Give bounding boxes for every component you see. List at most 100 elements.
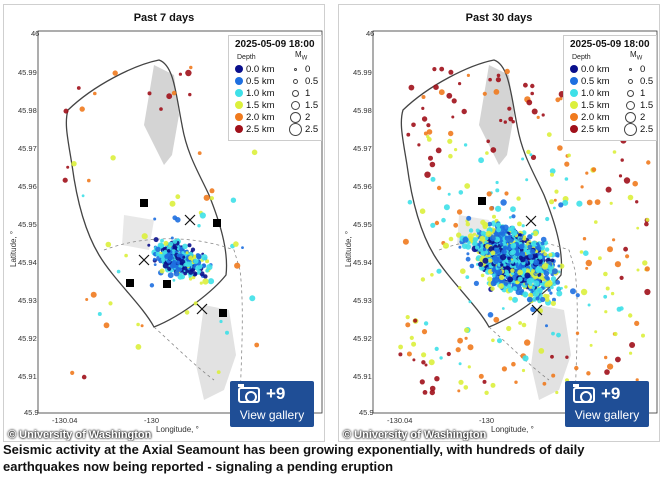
legend-depth-3: 1.5 km bbox=[235, 100, 275, 111]
earthquake-dot bbox=[421, 329, 428, 335]
legend-mw-label: 2.5 bbox=[305, 124, 319, 135]
legend-depth-0: 0.0 km bbox=[570, 64, 610, 75]
earthquake-dot bbox=[196, 253, 202, 260]
earthquake-dot bbox=[112, 70, 118, 76]
gallery-count: +9 bbox=[601, 384, 621, 403]
earthquake-dot bbox=[105, 241, 112, 248]
earthquake-dot bbox=[540, 296, 546, 303]
earthquake-dot bbox=[521, 157, 525, 161]
earthquake-dot bbox=[448, 153, 453, 159]
earthquake-dot bbox=[541, 113, 545, 117]
earthquake-dot bbox=[466, 73, 470, 77]
earthquake-dot bbox=[461, 108, 467, 115]
earthquake-dot bbox=[532, 290, 539, 297]
earthquake-dot bbox=[478, 157, 484, 164]
earthquake-dot bbox=[591, 167, 597, 173]
earthquake-dot bbox=[559, 96, 563, 101]
earthquake-dot bbox=[424, 363, 428, 367]
earthquake-dot bbox=[182, 255, 186, 259]
earthquake-dot bbox=[490, 250, 496, 256]
earthquake-dot bbox=[503, 281, 509, 286]
earthquake-dot bbox=[570, 288, 576, 295]
earthquake-dot bbox=[536, 115, 540, 119]
earthquake-dot bbox=[511, 214, 516, 219]
earthquake-dot bbox=[175, 194, 181, 200]
earthquake-dot bbox=[422, 390, 428, 395]
earthquake-dot bbox=[493, 89, 500, 95]
earthquake-dot bbox=[462, 236, 469, 243]
earthquake-dot bbox=[629, 351, 633, 355]
earthquake-dot bbox=[206, 264, 213, 271]
earthquake-dot bbox=[90, 291, 97, 298]
earthquake-dot bbox=[585, 266, 589, 270]
earthquake-dot bbox=[540, 241, 545, 246]
earthquake-dot bbox=[465, 275, 470, 279]
earthquake-dot bbox=[467, 233, 474, 240]
earthquake-dot bbox=[512, 286, 518, 291]
y-tick: 45.99 bbox=[353, 68, 372, 77]
earthquake-dot bbox=[493, 232, 498, 237]
y-tick: 45.96 bbox=[353, 182, 372, 191]
earthquake-dot bbox=[171, 90, 177, 96]
depth-swatch bbox=[570, 101, 578, 110]
earthquake-dot bbox=[522, 291, 529, 298]
earthquake-dot bbox=[188, 92, 192, 97]
earthquake-dot bbox=[203, 194, 210, 201]
legend: 2025-05-09 18:00 Depth MW 0.0 km 0.5 km … bbox=[228, 35, 322, 141]
earthquake-dot bbox=[140, 324, 144, 328]
earthquake-dot bbox=[623, 246, 628, 252]
earthquake-dot bbox=[515, 265, 520, 269]
view-gallery-button[interactable]: +9 View gallery bbox=[565, 381, 649, 427]
earthquake-dot bbox=[521, 224, 525, 228]
y-tick: 45.98 bbox=[18, 106, 37, 115]
cross-marker bbox=[196, 303, 208, 315]
earthquake-dot bbox=[586, 199, 593, 206]
earthquake-dot bbox=[518, 237, 523, 241]
earthquake-dot bbox=[463, 385, 469, 390]
earthquake-dot bbox=[580, 185, 584, 189]
station-marker bbox=[126, 279, 134, 287]
earthquake-dot bbox=[538, 255, 543, 260]
earthquake-dot bbox=[451, 115, 455, 119]
earthquake-dot bbox=[153, 263, 157, 266]
earthquake-dot bbox=[620, 158, 624, 162]
legend-depth-5: 2.5 km bbox=[570, 124, 610, 135]
earthquake-dot bbox=[169, 200, 176, 207]
earthquake-dot bbox=[632, 180, 638, 187]
earthquake-dot bbox=[439, 356, 443, 360]
legend-depth-4: 2.0 km bbox=[570, 112, 610, 123]
depth-swatch bbox=[235, 77, 243, 86]
earthquake-dot bbox=[429, 161, 436, 168]
earthquake-dot bbox=[490, 382, 496, 388]
earthquake-dot bbox=[522, 237, 527, 241]
earthquake-dot bbox=[219, 319, 223, 324]
view-gallery-button[interactable]: +9 View gallery bbox=[230, 381, 314, 427]
earthquake-dot bbox=[149, 283, 155, 288]
x-tick: -130.04 bbox=[52, 416, 78, 425]
earthquake-dot bbox=[555, 97, 561, 103]
earthquake-dot bbox=[628, 313, 633, 318]
earthquake-dot bbox=[178, 72, 182, 76]
earthquake-dot bbox=[607, 363, 614, 370]
station-marker bbox=[163, 280, 171, 288]
earthquake-dot bbox=[556, 332, 561, 338]
legend-mw-label: 0 bbox=[640, 64, 646, 75]
earthquake-dot bbox=[458, 245, 462, 249]
earthquake-dot bbox=[557, 264, 561, 268]
earthquake-dot bbox=[192, 254, 197, 259]
earthquake-dot bbox=[480, 273, 485, 278]
earthquake-dot bbox=[468, 228, 474, 233]
earthquake-dot bbox=[530, 154, 537, 160]
earthquake-dot bbox=[79, 106, 85, 112]
earthquake-dot bbox=[521, 368, 526, 373]
earthquake-dot bbox=[641, 333, 645, 338]
earthquake-dot bbox=[234, 262, 241, 269]
earthquake-dot bbox=[173, 270, 180, 277]
earthquake-dot bbox=[497, 262, 502, 267]
earthquake-dot bbox=[205, 259, 210, 264]
earthquake-dot bbox=[542, 381, 547, 386]
y-tick: 46 bbox=[366, 29, 375, 38]
earthquake-dot bbox=[604, 355, 608, 360]
earthquake-dot bbox=[174, 250, 178, 254]
earthquake-dot bbox=[421, 106, 425, 110]
